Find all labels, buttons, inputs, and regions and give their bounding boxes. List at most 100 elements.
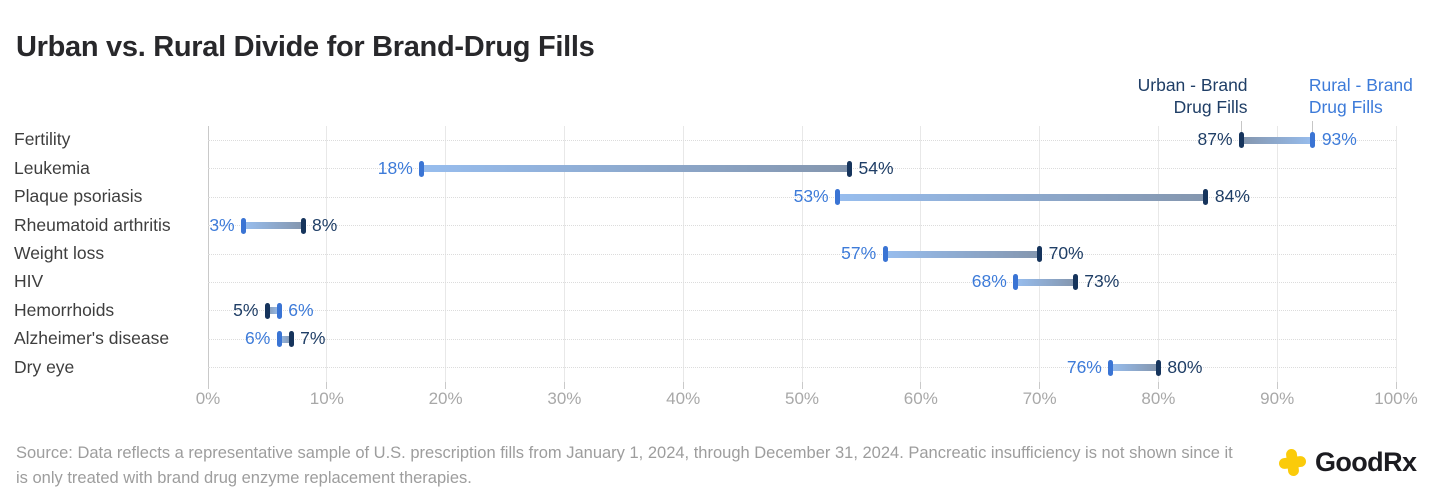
rural-cap: [1310, 132, 1316, 149]
legend-rural-line: Drug Fills: [1308, 97, 1383, 117]
gridline-horizontal: [208, 281, 1396, 283]
value-label-rural: 68%: [971, 271, 1007, 292]
gridline-horizontal: [208, 367, 1396, 369]
range-bar: [1241, 136, 1313, 144]
urban-cap: [847, 160, 853, 177]
value-label-rural: 6%: [244, 328, 271, 349]
gridline-horizontal: [208, 139, 1396, 141]
value-label-urban: 5%: [233, 299, 259, 320]
value-label-urban: 87%: [1197, 129, 1233, 150]
value-label-rural: 76%: [1066, 356, 1102, 377]
range-bar: [421, 165, 850, 173]
legend-rural: Rural - Brand Drug Fills: [1309, 74, 1413, 118]
category-label: Dry eye: [14, 356, 75, 377]
axis-tick: [1395, 382, 1397, 389]
category-label: Fertility: [14, 129, 71, 150]
axis-tick-label: 70%: [1022, 389, 1057, 408]
urban-cap: [1037, 246, 1043, 262]
legend-rural-line: Rural - Brand: [1308, 75, 1413, 95]
goodrx-wordmark: GoodRx: [1315, 447, 1417, 477]
value-label-urban: 70%: [1048, 243, 1084, 263]
value-label-urban: 73%: [1084, 271, 1120, 292]
rural-cap: [1108, 359, 1114, 376]
axis-tick: [682, 382, 684, 389]
axis-tick-label: 50%: [784, 389, 820, 408]
value-label-rural: 6%: [288, 299, 314, 320]
axis-tick: [563, 382, 565, 389]
axis-tick-label: 40%: [666, 389, 701, 408]
source-note: Source: Data reflects a representative s…: [16, 444, 1233, 487]
value-label-rural: 57%: [841, 243, 877, 263]
category-label: HIV: [14, 271, 44, 292]
value-label-rural: 93%: [1321, 129, 1357, 150]
axis-tick: [1039, 382, 1041, 389]
value-label-rural: 18%: [377, 157, 413, 178]
page-title: Urban vs. Rural Divide for Brand-Drug Fi…: [16, 31, 595, 64]
range-bar: [267, 307, 280, 315]
rural-cap: [276, 302, 282, 319]
axis-tick: [326, 382, 328, 389]
axis-tick-label: 80%: [1141, 389, 1176, 408]
axis-tick-label: 10%: [309, 389, 344, 408]
gridline-horizontal: [208, 225, 1396, 227]
legend-tick-rural: [1312, 121, 1314, 132]
category-label: Leukemia: [14, 157, 90, 178]
value-label-urban: 84%: [1214, 186, 1250, 207]
gridline-horizontal: [208, 338, 1396, 340]
value-label-urban: 8%: [312, 214, 338, 235]
rural-cap: [882, 246, 888, 262]
urban-cap: [264, 302, 270, 319]
goodrx-plus-icon: [1275, 445, 1310, 480]
gridline-horizontal: [208, 310, 1396, 312]
axis-tick-label: 100%: [1374, 389, 1418, 408]
axis-tick-label: 0%: [195, 389, 221, 408]
rural-cap: [276, 331, 282, 348]
legend-urban: Urban - Brand Drug Fills: [1138, 74, 1248, 118]
legend-urban-line: Drug Fills: [1173, 97, 1248, 117]
axis-tick: [1157, 382, 1159, 389]
urban-cap: [288, 331, 294, 348]
urban-cap: [300, 217, 306, 234]
axis-tick: [445, 382, 447, 389]
range-bar: [885, 250, 1040, 258]
gridline-vertical: [1395, 126, 1397, 382]
category-label: Weight loss: [14, 243, 105, 263]
axis-tick-label: 60%: [903, 389, 938, 408]
category-label: Alzheimer's disease: [14, 328, 170, 349]
urban-cap: [1203, 189, 1209, 206]
urban-cap: [1239, 132, 1245, 149]
category-label: Rheumatoid arthritis: [14, 214, 171, 235]
rural-cap: [241, 217, 247, 234]
goodrx-logo: GoodRx: [1275, 445, 1417, 480]
rural-cap: [419, 160, 425, 177]
axis-tick-label: 90%: [1260, 389, 1295, 408]
range-bar: [279, 335, 292, 343]
axis-tick: [1276, 382, 1278, 389]
range-bar: [1110, 364, 1159, 372]
value-label-urban: 80%: [1167, 356, 1203, 377]
urban-cap: [1155, 359, 1161, 376]
axis-tick-label: 30%: [547, 389, 582, 408]
axis-tick-label: 20%: [428, 389, 463, 408]
axis-tick: [207, 382, 209, 389]
gridline-horizontal: [208, 196, 1396, 198]
axis-tick: [920, 382, 922, 389]
category-label: Plaque psoriasis: [14, 186, 143, 207]
range-bar: [837, 193, 1206, 201]
legend-tick-urban: [1241, 121, 1243, 132]
range-bar: [243, 222, 304, 230]
rural-cap: [835, 189, 841, 206]
category-label: Hemorrhoids: [14, 299, 115, 320]
value-label-urban: 54%: [858, 157, 894, 178]
value-label-rural: 53%: [793, 186, 829, 207]
gridline-horizontal: [208, 253, 1396, 255]
value-label-urban: 7%: [300, 328, 326, 349]
legend-urban-line: Urban - Brand: [1137, 75, 1248, 95]
range-bar: [1015, 278, 1076, 286]
value-label-rural: 3%: [209, 214, 235, 235]
rural-cap: [1013, 274, 1019, 291]
urban-cap: [1072, 274, 1078, 291]
axis-tick: [801, 382, 803, 389]
